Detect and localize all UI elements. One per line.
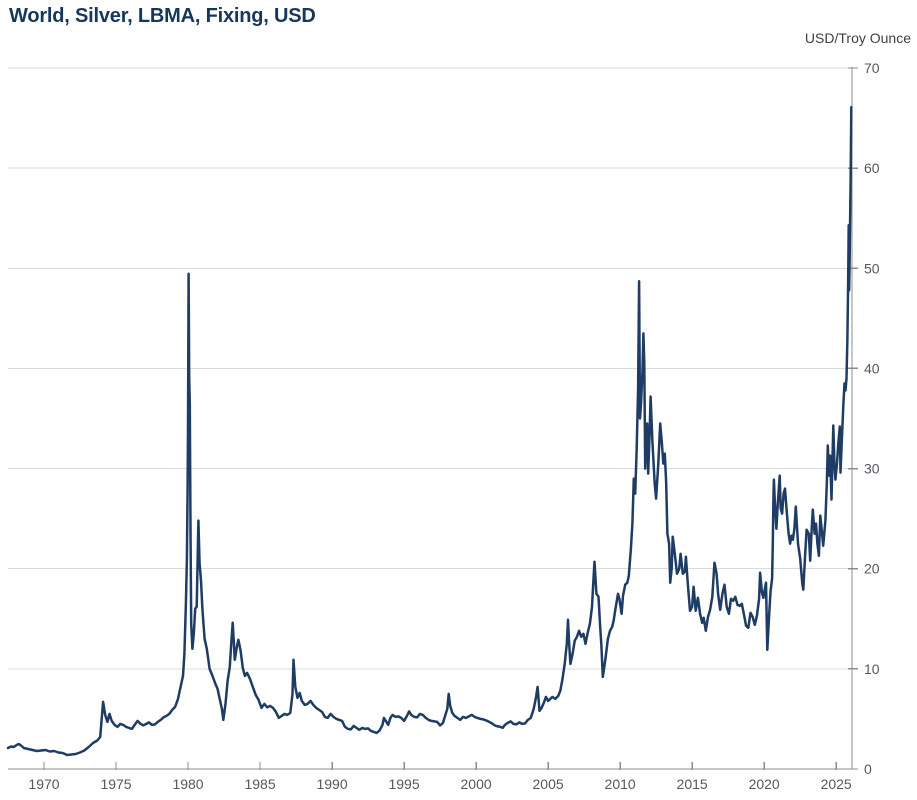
x-tick-label: 2005 <box>533 776 564 792</box>
x-tick-label: 2015 <box>677 776 708 792</box>
y-tick-label: 40 <box>864 360 880 376</box>
x-tick-label: 1990 <box>316 776 347 792</box>
x-tick-label: 1975 <box>100 776 131 792</box>
unit-axis-label: USD/Troy Ounce <box>804 30 911 46</box>
x-tick-label: 1985 <box>244 776 275 792</box>
x-tick-label: 2020 <box>749 776 780 792</box>
x-tick-label: 1970 <box>28 776 59 792</box>
y-tick-label: 70 <box>864 60 880 76</box>
y-tick-label: 50 <box>864 260 880 276</box>
x-tick-label: 2000 <box>461 776 492 792</box>
y-tick-label: 20 <box>864 561 880 577</box>
y-tick-label: 60 <box>864 160 880 176</box>
x-tick-label: 2010 <box>605 776 636 792</box>
y-tick-label: 0 <box>864 761 872 777</box>
x-tick-label: 1980 <box>172 776 203 792</box>
chart-title: World, Silver, LBMA, Fixing, USD <box>9 5 316 27</box>
x-tick-label: 2025 <box>821 776 852 792</box>
x-tick-label: 1995 <box>388 776 419 792</box>
y-tick-label: 30 <box>864 461 880 477</box>
y-tick-label: 10 <box>864 661 880 677</box>
price-line <box>6 105 853 757</box>
